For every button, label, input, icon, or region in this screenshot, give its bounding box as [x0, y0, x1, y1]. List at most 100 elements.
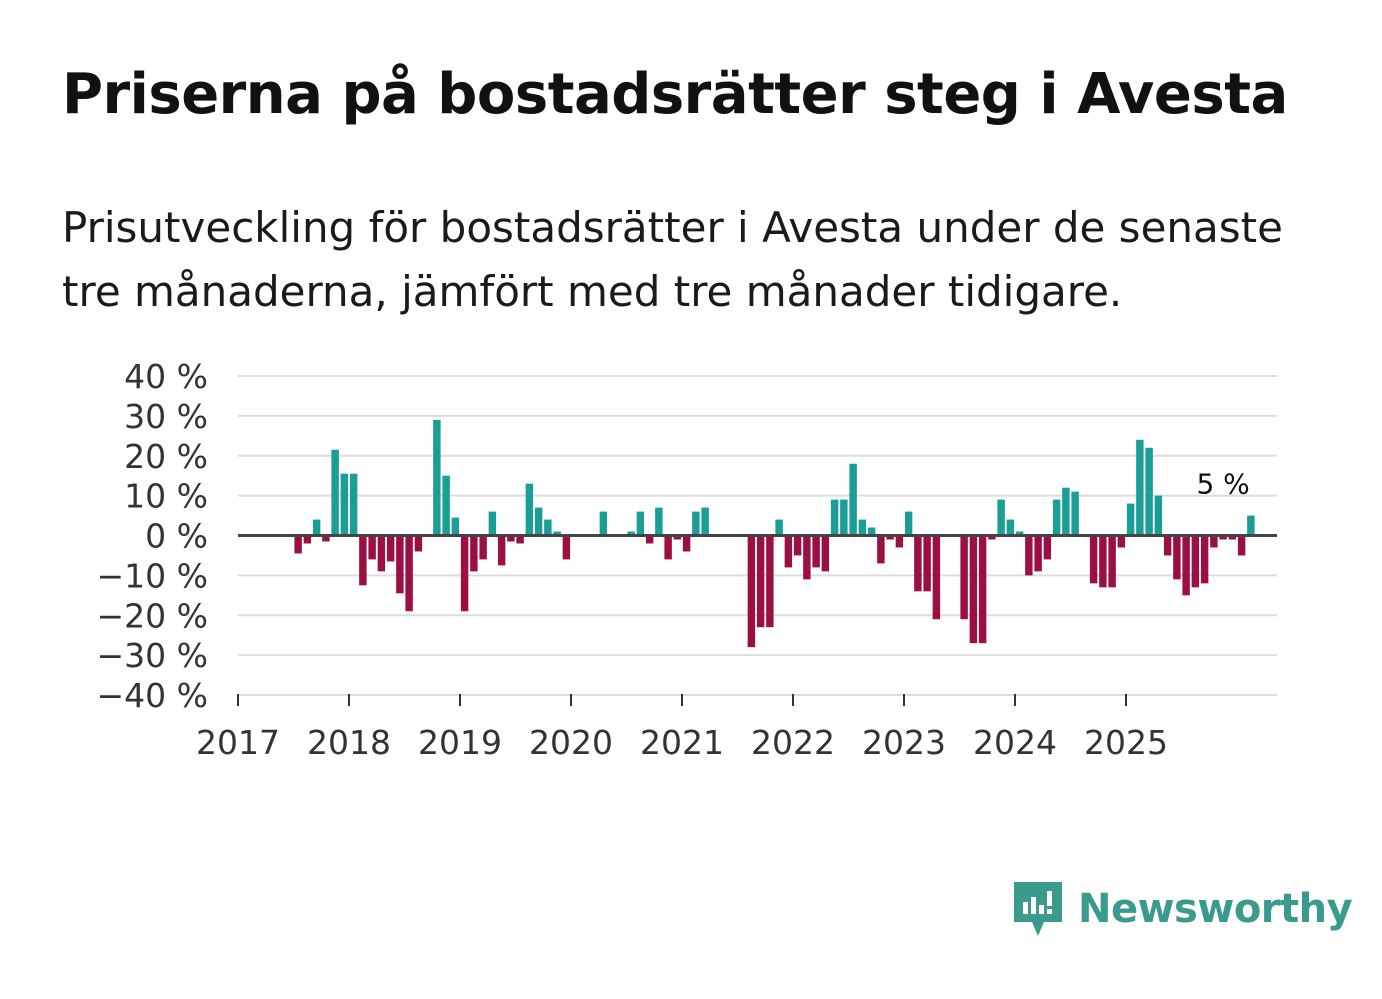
bar-2022-03 [812, 535, 820, 568]
bars [294, 419, 1255, 648]
bar-2023-01 [904, 511, 913, 536]
y-tick-label: 30 % [124, 397, 208, 436]
bar-chart: 40 %30 %20 %10 %0 %−10 %−20 %−30 %−40 % … [97, 357, 1277, 762]
bar-2025-04 [1154, 495, 1163, 536]
bar-2021-08 [747, 535, 756, 648]
bar-2018-02 [359, 535, 367, 586]
bar-2023-08 [969, 535, 978, 644]
bar-2017-09 [312, 519, 321, 536]
bar-2024-04 [1043, 535, 1052, 560]
bar-2017-11 [331, 449, 339, 536]
bar-2024-05 [1052, 499, 1061, 536]
bar-2020-09 [645, 535, 654, 544]
bar-2020-07 [627, 531, 635, 536]
y-axis-labels: 40 %30 %20 %10 %0 %−10 %−20 %−30 %−40 % [97, 357, 209, 715]
y-tick-label: −20 % [97, 596, 209, 635]
bar-2019-05 [497, 535, 506, 566]
bar-2025-10 [1210, 535, 1218, 548]
brand-name: Newsworthy [1078, 886, 1353, 932]
bar-2018-08 [414, 535, 423, 552]
bar-2023-12 [1006, 519, 1015, 536]
bar-2019-08 [525, 483, 534, 536]
bar-2023-04 [932, 535, 941, 620]
bar-2022-09 [867, 527, 876, 536]
y-tick-label: −40 % [97, 676, 209, 715]
bar-2021-10 [766, 535, 774, 628]
bar-2022-01 [793, 535, 802, 556]
bar-undefined [1228, 535, 1237, 540]
y-tick-label: 10 % [124, 477, 208, 516]
bar-2019-04 [488, 511, 497, 536]
x-tick-label: 2018 [307, 723, 391, 762]
bar-2024-10 [1099, 535, 1107, 588]
y-tick-label: −10 % [97, 556, 209, 595]
bar-2025-11 [1219, 535, 1227, 540]
bar-2019-07 [516, 535, 524, 544]
bar-2023-10 [988, 535, 996, 540]
bar-2017-10 [322, 535, 330, 542]
x-tick-label: 2017 [196, 723, 280, 762]
x-tick-label: 2019 [418, 723, 502, 762]
bar-2022-10 [877, 535, 885, 564]
newsworthy-logo-icon [1014, 882, 1062, 936]
bar-2024-01 [1015, 531, 1024, 536]
bar-2019-09 [534, 507, 543, 536]
chart-subtitle: Prisutveckling för bostadsrätter i Avest… [62, 203, 1283, 316]
bar-2022-04 [821, 535, 830, 572]
bar-2024-07 [1071, 491, 1079, 536]
x-tick-label: 2021 [640, 723, 724, 762]
y-tick-label: −30 % [97, 636, 209, 675]
y-tick-label: 0 % [145, 517, 208, 556]
last-value-label: 5 % [1196, 468, 1249, 501]
bar-2019-11 [553, 531, 561, 536]
bar-2021-01 [682, 535, 691, 552]
bar-2023-03 [923, 535, 931, 592]
bar-2017-08 [303, 535, 312, 544]
bar-2022-11 [886, 535, 894, 540]
bar-2022-12 [895, 535, 904, 548]
bar-2025-09 [1200, 535, 1209, 584]
bar-2022-02 [803, 535, 811, 580]
bar-2018-11 [442, 475, 450, 536]
bar-2024-03 [1034, 535, 1042, 572]
bar-2019-03 [479, 535, 487, 560]
bar-2020-11 [664, 535, 672, 560]
bar-2018-01 [349, 473, 358, 536]
annotations: 5 % [1196, 468, 1249, 501]
bar-2018-10 [433, 419, 441, 536]
bar-2025-08 [1191, 535, 1200, 588]
bar-2023-11 [997, 499, 1005, 536]
bar-2020-08 [636, 511, 645, 536]
bar-2018-04 [377, 535, 386, 572]
bar-2022-08 [858, 519, 867, 536]
bar-2021-02 [692, 511, 700, 536]
bar-2022-07 [849, 463, 857, 536]
bar-2025-02 [1136, 439, 1144, 536]
bar-2018-12 [451, 517, 460, 536]
x-tick-label: 2024 [973, 723, 1057, 762]
bar-2017-12 [340, 473, 349, 536]
bar-2017-07 [294, 535, 302, 554]
bar-2020-10 [655, 507, 663, 536]
bar-2019-12 [562, 535, 571, 560]
newsworthy-logo[interactable]: Newsworthy [1010, 878, 1353, 940]
bar-2021-11 [775, 519, 783, 536]
x-tick-label: 2025 [1084, 723, 1168, 762]
y-tick-label: 20 % [124, 437, 208, 476]
bar-2024-06 [1062, 487, 1070, 536]
bar-2025-05 [1163, 535, 1172, 556]
x-tick-label: 2023 [862, 723, 946, 762]
bar-2024-11 [1108, 535, 1116, 588]
y-tick-label: 40 % [124, 357, 208, 396]
bar-2020-04 [599, 511, 608, 536]
bar-2022-05 [830, 499, 839, 536]
bar-2023-02 [914, 535, 922, 592]
bar-2018-07 [405, 535, 413, 612]
bar-2024-12 [1117, 535, 1126, 548]
bar-2019-02 [470, 535, 478, 572]
bar-2019-10 [544, 519, 552, 536]
chart-title: Priserna på bostadsrätter steg i Avesta [62, 62, 1288, 127]
bar-2019-01 [460, 535, 469, 612]
bar-2024-02 [1025, 535, 1033, 576]
bar-2025-01 [1126, 503, 1135, 536]
